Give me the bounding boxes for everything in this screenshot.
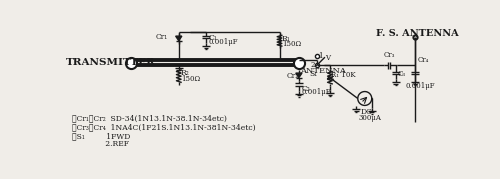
Text: 150Ω: 150Ω [181,75,200,83]
Text: 0.001μF: 0.001μF [406,82,436,90]
Text: F. S. ANTENNA: F. S. ANTENNA [376,29,459,38]
Text: Cr₄: Cr₄ [418,56,429,64]
Text: R₂: R₂ [181,69,190,77]
Text: C₂: C₂ [301,85,310,93]
Text: V: V [325,54,330,62]
Text: 0.001μF: 0.001μF [301,88,330,96]
Text: R₁: R₁ [282,35,290,43]
Text: S₁: S₁ [309,70,317,78]
Text: ※Cr₃・Cr₄  1NA4C(1F21S.1N13.1N-381N-34etc): ※Cr₃・Cr₄ 1NA4C(1F21S.1N13.1N-381N-34etc) [72,123,256,131]
Text: Cr₁: Cr₁ [156,33,168,41]
Text: ANTENNA: ANTENNA [300,67,346,75]
Text: Cr₂: Cr₂ [286,72,298,79]
Text: ※Cr₁・Cr₂  SD-34(1N13.1N-38.1N-34etc): ※Cr₁・Cr₂ SD-34(1N13.1N-38.1N-34etc) [72,114,227,122]
Text: 2.REF: 2.REF [72,140,129,148]
Text: ※S₁         1FWD: ※S₁ 1FWD [72,132,130,140]
Text: DC: DC [360,108,372,117]
Polygon shape [296,73,302,78]
Text: TRANSMITTER: TRANSMITTER [66,58,156,67]
Text: C₃: C₃ [398,70,406,78]
Text: 1: 1 [318,52,323,60]
Text: C₁: C₁ [208,34,217,42]
Text: 300μA: 300μA [358,114,382,122]
Polygon shape [176,36,182,41]
Text: 2: 2 [310,61,315,69]
Text: Cr₃: Cr₃ [384,51,394,59]
Text: 150Ω: 150Ω [282,40,301,48]
Text: R₁ 10K: R₁ 10K [332,71,356,79]
Text: 0.001μF: 0.001μF [208,38,238,46]
